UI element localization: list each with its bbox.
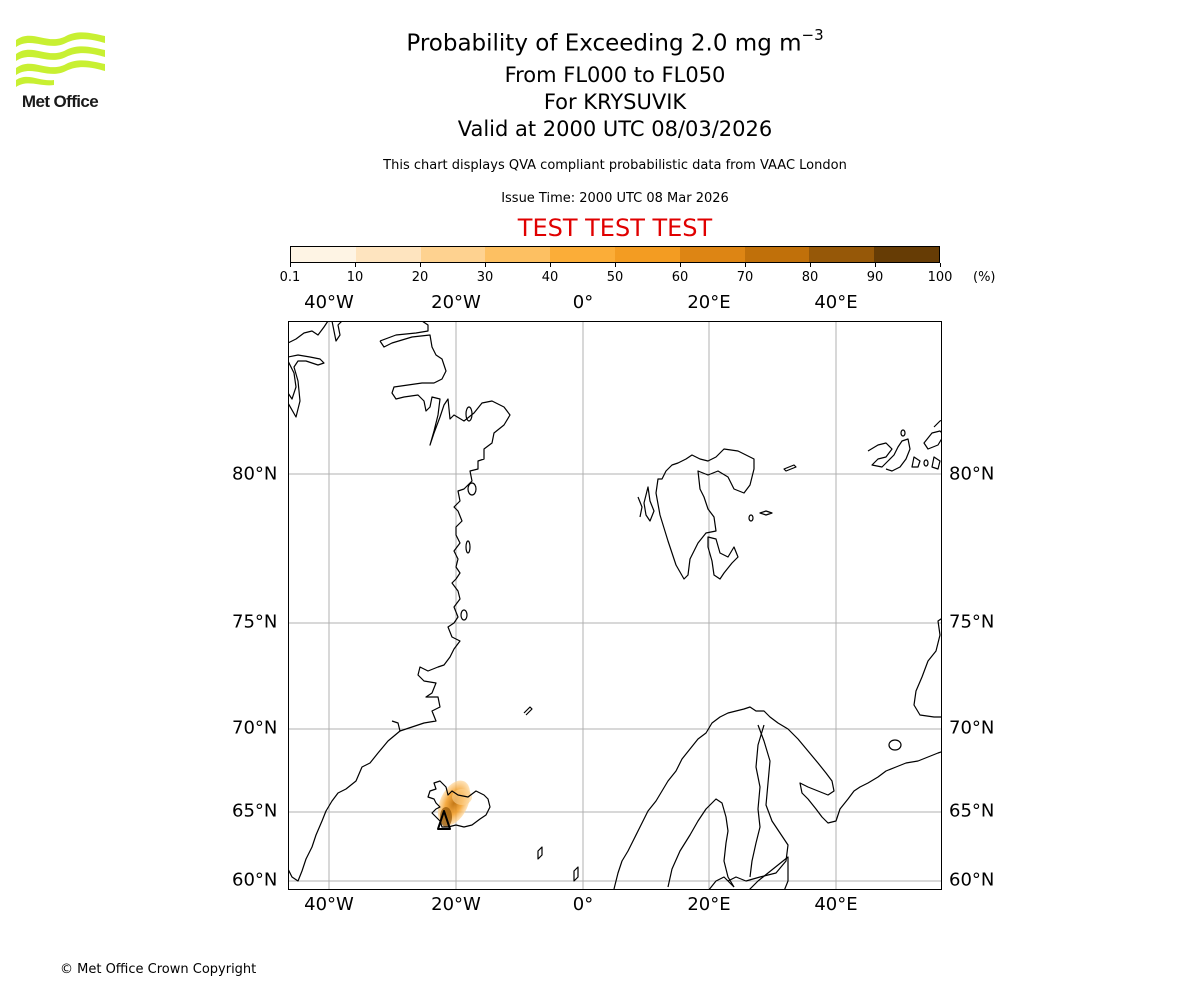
logo-text: Met Office [21,92,99,111]
colorbar-tick-mark [420,263,421,267]
lat-label-right-70n: 70°N [949,717,995,739]
colorbar-segment [485,247,551,262]
colorbar-tick-mark [550,263,551,267]
lat-label-right-80n: 80°N [949,463,995,485]
test-banner: TEST TEST TEST [517,214,713,242]
colorbar-tick-mark [615,263,616,267]
colorbar-tick-label: 30 [476,270,494,285]
lat-label-left-80n: 80°N [232,463,278,485]
wave-logo-icon [16,32,105,87]
lon-label-top-40e: 40°E [814,292,858,313]
valid-time: Valid at 2000 UTC 08/03/2026 [457,117,773,141]
volcano-name: For KRYSUVIK [543,90,687,114]
lat-label-left-75n: 75°N [232,611,278,633]
lat-label-left-60n: 60°N [232,869,278,891]
colorbar-tick-mark [745,263,746,267]
colorbar-tick-label: 80 [801,270,819,285]
colorbar-tick-label: 50 [606,270,624,285]
colorbar [290,246,940,263]
map-canvas [289,322,941,889]
colorbar-segment [355,247,421,262]
colorbar-tick-label: 40 [541,270,559,285]
lon-label-top-0: 0° [572,292,594,313]
lat-label-left-65n: 65°N [232,800,278,822]
colorbar-tick-mark [355,263,356,267]
lon-label-bottom-0: 0° [572,894,594,915]
ash-probability-plume [437,780,472,827]
colorbar-segment [874,247,939,262]
lon-label-bottom-20e: 20°E [687,894,731,915]
colorbar-segment [679,247,745,262]
colorbar-tick-label: 90 [866,270,884,285]
lon-label-top-20e: 20°E [687,292,731,313]
issue-time: Issue Time: 2000 UTC 08 Mar 2026 [501,191,729,206]
colorbar-unit: (%) [973,270,996,285]
colorbar-tick-label: 20 [411,270,429,285]
colorbar-segment [291,247,356,262]
lon-label-bottom-20w: 20°W [431,894,481,915]
colorbar-tick-label: 100 [927,270,953,285]
lat-label-right-65n: 65°N [949,800,995,822]
colorbar-tick-mark [940,263,941,267]
lat-label-right-60n: 60°N [949,869,995,891]
colorbar-tick-label: 70 [736,270,754,285]
chart-title-exponent: −3 [801,26,824,44]
colorbar-tick-label: 60 [671,270,689,285]
colorbar-segment [614,247,680,262]
colorbar-tick-label: 0.1 [279,270,301,285]
copyright-notice: © Met Office Crown Copyright [60,962,257,977]
colorbar-segment [809,247,875,262]
colorbar-tick-label: 10 [346,270,364,285]
lon-label-bottom-40w: 40°W [304,894,354,915]
lat-label-right-75n: 75°N [949,611,995,633]
chart-description: This chart displays QVA compliant probab… [383,158,847,173]
flight-level-range: From FL000 to FL050 [504,63,726,87]
coastlines [289,322,941,889]
met-office-logo: Met Office [14,30,106,112]
lon-label-top-40w: 40°W [304,292,354,313]
colorbar-tick-mark [485,263,486,267]
colorbar-segment [550,247,615,262]
lon-label-bottom-40e: 40°E [814,894,858,915]
map-panel[interactable] [288,321,942,890]
colorbar-tick-mark [680,263,681,267]
colorbar-tick-mark [875,263,876,267]
chart-title: Probability of Exceeding 2.0 mg m−3 [0,26,1200,57]
chart-title-main: Probability of Exceeding 2.0 mg m [406,30,802,57]
colorbar-segment [744,247,810,262]
colorbar-tick-mark [810,263,811,267]
lon-label-top-20w: 20°W [431,292,481,313]
lat-label-left-70n: 70°N [232,717,278,739]
colorbar-tick-mark [290,263,291,267]
colorbar-segment [420,247,486,262]
